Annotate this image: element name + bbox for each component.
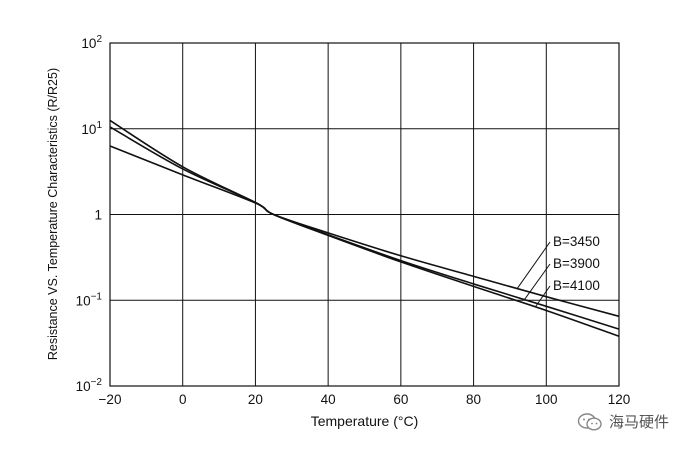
plot-frame — [109, 42, 620, 387]
annotation-leader — [534, 285, 551, 308]
y-tick-label: 10−1 — [76, 291, 103, 308]
annotations: B=3450 B=3900 B=4100 — [516, 234, 600, 308]
y-tick-label: 101 — [81, 120, 102, 137]
annotation-label: B=4100 — [553, 278, 600, 293]
x-tick-label: −20 — [99, 392, 122, 407]
grid — [109, 42, 620, 387]
y-axis-label: Resistance VS. Temperature Characteristi… — [46, 68, 60, 360]
series-line-B-3450 — [109, 145, 620, 318]
y-tick-label: 1 — [94, 208, 102, 223]
wechat-icon — [577, 412, 603, 432]
y-tick-label: 10−2 — [76, 377, 103, 394]
x-axis-label: Temperature (°C) — [311, 413, 419, 429]
series-line-B-4100 — [109, 119, 620, 338]
x-tick-label: 120 — [608, 392, 631, 407]
x-axis-ticks: −20 0 20 40 60 80 100 120 — [99, 392, 631, 407]
x-tick-label: 0 — [179, 392, 187, 407]
x-tick-label: 60 — [393, 392, 408, 407]
x-tick-label: 20 — [248, 392, 263, 407]
y-axis-ticks: 102 101 1 10−1 10−2 — [76, 34, 103, 394]
y-tick-label: 102 — [81, 34, 102, 51]
annotation-leader — [516, 241, 551, 289]
annotation-label: B=3450 — [553, 234, 600, 249]
series-lines — [109, 119, 620, 338]
watermark-text: 海马硬件 — [608, 414, 669, 431]
x-tick-label: 80 — [466, 392, 481, 407]
series-line-B-3900 — [109, 126, 620, 330]
annotation-label: B=3900 — [553, 256, 600, 271]
annotation-leader — [524, 263, 551, 300]
x-tick-label: 40 — [321, 392, 336, 407]
watermark: 海马硬件 — [577, 411, 669, 432]
x-tick-label: 100 — [535, 392, 558, 407]
